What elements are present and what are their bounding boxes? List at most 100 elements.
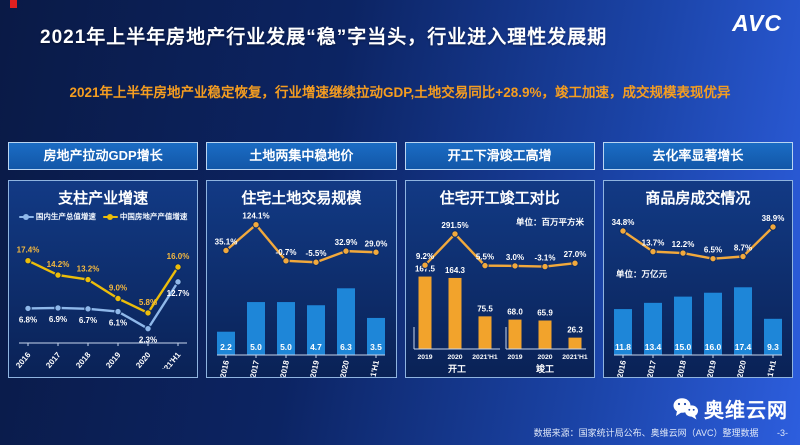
svg-text:17.4%: 17.4% bbox=[17, 246, 40, 255]
panel-title-construction: 住宅开工竣工对比 bbox=[439, 190, 560, 207]
legend-item: 中国房地产产值增速 bbox=[102, 211, 188, 222]
svg-text:124.1%: 124.1% bbox=[243, 212, 270, 221]
gdp-growth-line-chart: 6.8% 6.9% 6.7% 6.1% 2.3% 12.7% 17.4% 14.2% 13.2%… bbox=[14, 246, 190, 369]
svg-text:38.9%: 38.9% bbox=[762, 214, 785, 223]
svg-text:2020: 2020 bbox=[134, 350, 153, 369]
svg-text:2.3%: 2.3% bbox=[139, 336, 157, 345]
svg-text:9.0%: 9.0% bbox=[109, 284, 127, 293]
svg-text:26.3: 26.3 bbox=[567, 326, 583, 335]
svg-text:单位：百万平方米: 单位：百万平方米 bbox=[516, 217, 585, 227]
land-trade-bar-chart: 2.2 5.0 5.0 4.7 6.3 3.5 35.1% 124.1% -0.7% -5.5% 3… bbox=[215, 212, 388, 377]
page-subtitle: 2021年上半年房地产业稳定恢复，行业增速继续拉动GDP,土地交易同比+28.9… bbox=[69, 85, 731, 100]
svg-text:16.0: 16.0 bbox=[705, 342, 722, 352]
svg-text:65.9: 65.9 bbox=[537, 309, 553, 318]
badge-construction: 开工下滑竣工高增 bbox=[404, 142, 595, 170]
svg-text:2021'H1: 2021'H1 bbox=[562, 354, 588, 361]
svg-text:-0.7%: -0.7% bbox=[276, 248, 297, 257]
svg-text:2020: 2020 bbox=[537, 354, 552, 361]
svg-text:-5.5%: -5.5% bbox=[306, 249, 327, 258]
data-source: 数据来源：国家统计局公布、奥维云网（AVC）整理数据 -3- bbox=[534, 426, 788, 439]
svg-text:2019: 2019 bbox=[104, 350, 123, 369]
svg-text:5.0: 5.0 bbox=[280, 342, 292, 352]
svg-text:35.1%: 35.1% bbox=[215, 237, 238, 246]
red-corner-mark bbox=[10, 0, 17, 8]
legend-label: 中国房地产产值增速 bbox=[119, 212, 188, 221]
svg-text:3.0%: 3.0% bbox=[506, 253, 524, 262]
svg-text:6.9%: 6.9% bbox=[49, 315, 67, 324]
legend-line-marker bbox=[18, 213, 34, 221]
svg-text:2018: 2018 bbox=[279, 359, 292, 377]
svg-text:2020: 2020 bbox=[339, 359, 352, 377]
page-number: -3- bbox=[777, 428, 788, 438]
badge-land: 土地两集中稳地价 bbox=[206, 142, 397, 170]
section-land: 土地两集中稳地价 住宅土地交易规模 2.2 5.0 5.0 4.7 6.3 3.5 35.1… bbox=[206, 142, 397, 378]
svg-text:2019: 2019 bbox=[705, 359, 718, 377]
svg-text:3.5: 3.5 bbox=[370, 342, 382, 352]
svg-text:2.2: 2.2 bbox=[220, 342, 232, 352]
avc-logo: AVC bbox=[732, 10, 782, 36]
svg-text:2020: 2020 bbox=[735, 359, 748, 377]
svg-text:6.1%: 6.1% bbox=[109, 319, 127, 328]
svg-text:15.0: 15.0 bbox=[675, 342, 692, 352]
svg-text:32.9%: 32.9% bbox=[335, 238, 358, 247]
panel-title-land: 住宅土地交易规模 bbox=[241, 190, 362, 207]
legend-line-marker bbox=[102, 213, 118, 221]
badge-gdp: 房地产拉动GDP增长 bbox=[8, 142, 199, 170]
svg-text:2017: 2017 bbox=[645, 359, 658, 377]
source-text: 数据来源：国家统计局公布、奥维云网（AVC）整理数据 bbox=[533, 428, 759, 438]
svg-text:12.7%: 12.7% bbox=[167, 289, 190, 298]
chart-panel-land: 住宅土地交易规模 2.2 5.0 5.0 4.7 6.3 3.5 35.1% 124.1% -0… bbox=[206, 180, 397, 378]
chart-sections: 房地产拉动GDP增长 支柱产业增速 国内生产总值增速 中国房地产产值增速 6.8… bbox=[8, 142, 793, 378]
svg-text:164.3: 164.3 bbox=[445, 266, 466, 275]
svg-text:9.3: 9.3 bbox=[767, 342, 779, 352]
svg-text:12.2%: 12.2% bbox=[672, 240, 695, 249]
svg-text:291.5%: 291.5% bbox=[441, 221, 468, 230]
footer: 奥维云网 数据来源：国家统计局公布、奥维云网（AVC）整理数据 -3- bbox=[534, 394, 788, 439]
svg-text:2021'H1: 2021'H1 bbox=[366, 359, 381, 377]
svg-text:2021'H1: 2021'H1 bbox=[157, 350, 183, 369]
brand-name: 奥维云网 bbox=[704, 400, 788, 422]
svg-text:2017: 2017 bbox=[44, 350, 63, 369]
svg-text:27.0%: 27.0% bbox=[563, 250, 586, 259]
section-construction: 开工下滑竣工高增 住宅开工竣工对比 单位：百万平方米 167.5 2019 164.3… bbox=[404, 142, 595, 378]
svg-text:5.8%: 5.8% bbox=[139, 298, 157, 307]
housing-sales-bar-chart: 11.8 13.4 15.0 16.0 17.4 9.3 34.8% 13.7% 12.2% 6.… bbox=[612, 214, 785, 377]
chart-panel-gdp: 支柱产业增速 国内生产总值增速 中国房地产产值增速 6.8% 6.9% 6.7% 6.… bbox=[8, 180, 199, 378]
wechat-icon bbox=[673, 398, 698, 420]
svg-text:2021'H1: 2021'H1 bbox=[472, 354, 498, 361]
svg-text:13.4: 13.4 bbox=[645, 342, 662, 352]
svg-text:6.7%: 6.7% bbox=[79, 316, 97, 325]
svg-text:4.7: 4.7 bbox=[310, 342, 322, 352]
svg-text:14.2%: 14.2% bbox=[47, 260, 70, 269]
svg-text:2019: 2019 bbox=[417, 354, 432, 361]
page-title: 2021年上半年房地产行业发展“稳”字当头，行业进入理性发展期 bbox=[40, 27, 608, 48]
panel-title-gdp: 支柱产业增速 bbox=[58, 190, 149, 207]
svg-text:竣工: 竣工 bbox=[536, 363, 554, 374]
svg-text:13.7%: 13.7% bbox=[642, 239, 665, 248]
brand-row: 奥维云网 bbox=[534, 394, 788, 423]
svg-text:8.7%: 8.7% bbox=[734, 244, 752, 253]
legend-item: 国内生产总值增速 bbox=[18, 211, 96, 222]
badge-sales: 去化率显著增长 bbox=[602, 142, 793, 170]
legend-label: 国内生产总值增速 bbox=[35, 212, 96, 221]
section-sales: 去化率显著增长 商品房成交情况 11.8 13.4 15.0 16.0 17.4 9.3 3… bbox=[602, 142, 793, 378]
svg-text:开工: 开工 bbox=[448, 364, 466, 374]
svg-text:29.0%: 29.0% bbox=[365, 239, 388, 248]
svg-text:2020: 2020 bbox=[447, 354, 462, 361]
svg-text:2018: 2018 bbox=[675, 359, 688, 377]
svg-text:-3.1%: -3.1% bbox=[534, 254, 555, 263]
svg-text:2016: 2016 bbox=[615, 359, 628, 377]
svg-text:17.4: 17.4 bbox=[735, 342, 752, 352]
chart-panel-sales: 商品房成交情况 11.8 13.4 15.0 16.0 17.4 9.3 34.8% 13.7… bbox=[602, 180, 793, 378]
svg-text:5.0: 5.0 bbox=[250, 342, 262, 352]
svg-text:11.8: 11.8 bbox=[615, 342, 631, 352]
svg-text:167.5: 167.5 bbox=[415, 265, 436, 274]
svg-text:2019: 2019 bbox=[507, 354, 522, 361]
chart-panel-construction: 住宅开工竣工对比 单位：百万平方米 167.5 2019 164.3 2020 75.5 2… bbox=[404, 180, 595, 378]
svg-text:75.5: 75.5 bbox=[477, 304, 493, 313]
svg-text:2017: 2017 bbox=[249, 359, 262, 377]
svg-text:2016: 2016 bbox=[14, 350, 33, 369]
svg-text:16.0%: 16.0% bbox=[167, 252, 190, 261]
panel-title-sales: 商品房成交情况 bbox=[645, 190, 751, 207]
